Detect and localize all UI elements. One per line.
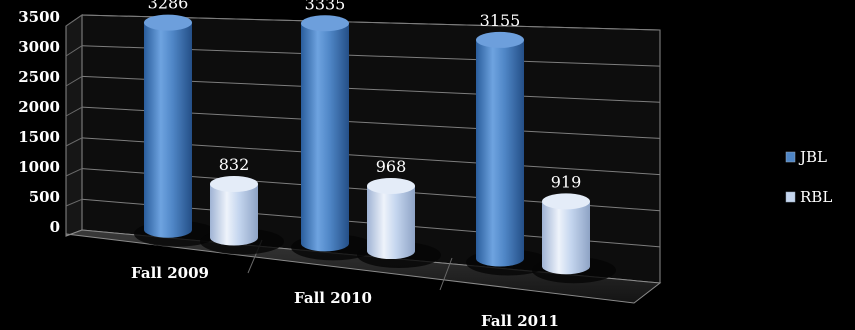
category-label: Fall 2011	[481, 312, 559, 330]
bar-jbl	[476, 39, 524, 267]
floor-divider	[439, 257, 453, 291]
bar-rbl	[367, 185, 415, 260]
data-label: 3335	[305, 0, 346, 13]
data-label: 3155	[480, 11, 521, 30]
bar-jbl	[301, 23, 349, 252]
category-labels: Fall 2009 Fall 2010 Fall 2011	[131, 264, 559, 330]
y-tick-label: 500	[29, 188, 60, 206]
category-label: Fall 2010	[294, 289, 372, 307]
legend-label: JBL	[798, 148, 827, 166]
data-label: 919	[551, 172, 582, 191]
y-tick-label: 3500	[18, 8, 60, 26]
bar-top-jbl	[144, 14, 192, 31]
gridline-side	[65, 168, 83, 177]
data-label: 3286	[148, 0, 189, 13]
bar-top-rbl	[542, 193, 590, 210]
data-label: 968	[376, 157, 407, 176]
gridline-side	[65, 14, 83, 27]
y-tick-label: 0	[50, 218, 60, 236]
y-axis: 0 500 1000 1500 2000 2500 3000 3500	[18, 8, 60, 236]
bar-top-jbl	[301, 15, 349, 32]
bar-jbl	[144, 22, 192, 238]
bar-rbl	[210, 183, 258, 246]
category-label: Fall 2009	[131, 264, 209, 282]
data-label: 832	[219, 155, 250, 174]
y-tick-label: 2500	[18, 68, 60, 86]
bars: 3286 832 3335 968 3155 919	[134, 0, 616, 284]
bar-top-rbl	[367, 177, 415, 194]
bar-top-rbl	[210, 175, 258, 192]
gridline-side	[65, 137, 83, 147]
y-tick-label: 1000	[18, 158, 60, 176]
y-tick-label: 3000	[18, 38, 60, 56]
y-tick-label: 2000	[18, 98, 60, 116]
legend-label: RBL	[800, 188, 832, 206]
gridline-side	[65, 45, 83, 57]
legend-swatch	[785, 191, 796, 203]
legend-swatch	[785, 151, 796, 163]
legend: JBL RBL	[785, 148, 832, 206]
y-tick-label: 1500	[18, 128, 60, 146]
gridline-side	[65, 198, 83, 207]
gridline-side	[65, 106, 83, 117]
bar-top-jbl	[476, 31, 524, 48]
gridline-side	[65, 75, 83, 87]
bar-rbl	[542, 201, 590, 275]
